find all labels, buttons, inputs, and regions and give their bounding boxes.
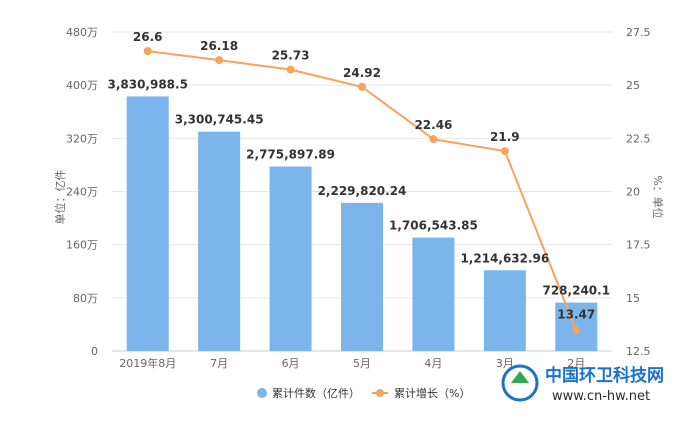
bar-value-label: 2,229,820.24 bbox=[318, 184, 407, 198]
x-tick-label: 4月 bbox=[424, 357, 442, 370]
bar-value-label: 728,240.1 bbox=[542, 284, 610, 298]
left-axis-ticks: 0 80万 160万 240万 320万 400万 480万 bbox=[66, 26, 98, 358]
bar-value-label: 1,214,632.96 bbox=[460, 251, 549, 265]
bar-value-label: 3,300,745.45 bbox=[175, 113, 264, 127]
left-tick-label: 400万 bbox=[66, 79, 98, 92]
right-tick-label: 12.5 bbox=[626, 345, 651, 358]
x-axis-ticks: 2019年8月 7月 6月 5月 4月 3月 2月 bbox=[119, 356, 585, 370]
line-point[interactable] bbox=[215, 56, 224, 65]
left-tick-label: 480万 bbox=[66, 26, 98, 39]
x-tick-label: 2月 bbox=[567, 357, 585, 370]
legend-item-bar[interactable]: 累计件数（亿件） bbox=[257, 387, 360, 400]
legend-item-line[interactable]: 累计增长（%） bbox=[372, 386, 470, 400]
line-value-label: 25.73 bbox=[272, 49, 310, 63]
line-value-label: 13.47 bbox=[557, 307, 595, 321]
x-tick-label: 5月 bbox=[353, 357, 371, 370]
left-tick-label: 0 bbox=[91, 345, 98, 358]
legend-line-label: 累计增长（%） bbox=[394, 386, 470, 400]
watermark-logo: 中国环卫科技网 www.cn-hw.net bbox=[501, 364, 664, 404]
line-value-label: 26.6 bbox=[133, 30, 163, 44]
bar-data-labels: 3,830,988.5 3,300,745.45 2,775,897.89 2,229… bbox=[107, 77, 610, 297]
watermark-title: 中国环卫科技网 bbox=[545, 365, 664, 386]
recycle-logo-icon bbox=[501, 364, 539, 402]
x-tick-label: 3月 bbox=[496, 357, 514, 370]
right-tick-label: 17.5 bbox=[626, 239, 651, 252]
bar[interactable] bbox=[198, 131, 241, 351]
line-point[interactable] bbox=[143, 47, 152, 56]
line-point[interactable] bbox=[500, 147, 509, 156]
bar[interactable] bbox=[126, 96, 169, 351]
bar-value-label: 2,775,897.89 bbox=[246, 148, 335, 162]
line-series bbox=[143, 47, 581, 335]
bar-value-label: 1,706,543.85 bbox=[389, 219, 478, 233]
right-tick-label: 22.5 bbox=[626, 132, 651, 145]
right-tick-label: 27.5 bbox=[626, 26, 651, 39]
line-value-label: 21.9 bbox=[490, 130, 520, 144]
left-tick-label: 160万 bbox=[66, 239, 98, 252]
bar[interactable] bbox=[483, 270, 526, 351]
bar-series bbox=[126, 96, 598, 351]
line-value-label: 26.18 bbox=[200, 39, 238, 53]
right-tick-label: 15 bbox=[626, 292, 640, 305]
x-tick-label: 6月 bbox=[282, 357, 300, 370]
legend-bar-marker bbox=[257, 388, 267, 398]
bar-value-label: 3,830,988.5 bbox=[107, 77, 187, 91]
bar[interactable] bbox=[269, 166, 312, 351]
left-axis-title: 单位：亿件 bbox=[53, 170, 67, 225]
bar[interactable] bbox=[412, 237, 455, 351]
line-value-label: 24.92 bbox=[343, 66, 381, 80]
right-tick-label: 20 bbox=[626, 186, 640, 199]
right-axis-ticks: 12.5 15 17.5 20 22.5 25 27.5 bbox=[626, 26, 651, 358]
x-tick-label: 2019年8月 bbox=[119, 356, 176, 370]
leaf-icon bbox=[511, 371, 529, 383]
bar[interactable] bbox=[341, 202, 383, 351]
x-tick-label: 7月 bbox=[210, 357, 228, 370]
line-point[interactable] bbox=[429, 135, 438, 144]
watermark-url: www.cn-hw.net bbox=[552, 389, 650, 404]
line-point[interactable] bbox=[358, 82, 366, 91]
line-point[interactable] bbox=[286, 65, 295, 74]
legend: 累计件数（亿件） 累计增长（%） bbox=[257, 386, 470, 400]
line-data-labels: 26.6 26.18 25.73 24.92 22.46 21.9 13.47 bbox=[133, 30, 595, 321]
left-tick-label: 240万 bbox=[66, 186, 98, 199]
line-point[interactable] bbox=[572, 326, 581, 335]
right-axis-title: %：单位 bbox=[651, 175, 665, 218]
right-tick-label: 25 bbox=[626, 79, 640, 92]
legend-bar-label: 累计件数（亿件） bbox=[272, 387, 360, 400]
line-value-label: 22.46 bbox=[414, 118, 452, 132]
left-tick-label: 80万 bbox=[73, 292, 98, 305]
legend-line-marker bbox=[376, 389, 384, 397]
left-tick-label: 320万 bbox=[66, 132, 98, 145]
